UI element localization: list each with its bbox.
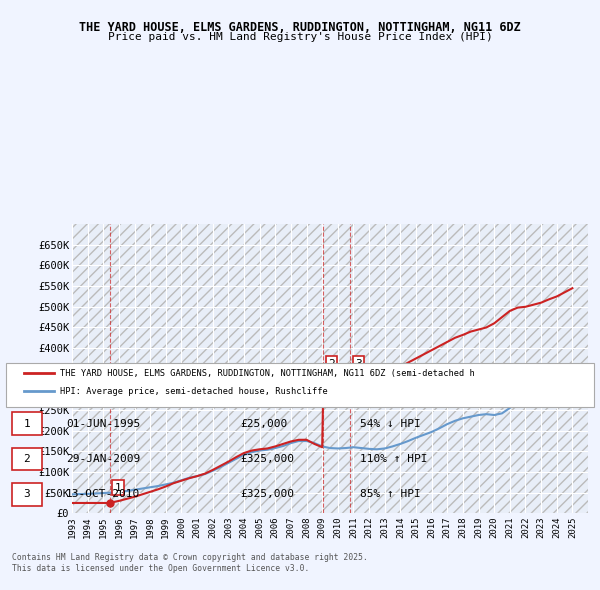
Text: 29-JAN-2009: 29-JAN-2009 bbox=[66, 454, 140, 464]
Text: 01-JUN-1995: 01-JUN-1995 bbox=[66, 419, 140, 428]
Text: 110% ↑ HPI: 110% ↑ HPI bbox=[360, 454, 427, 464]
Text: 1: 1 bbox=[23, 419, 31, 428]
Text: 3: 3 bbox=[355, 359, 362, 369]
Text: THE YARD HOUSE, ELMS GARDENS, RUDDINGTON, NOTTINGHAM, NG11 6DZ: THE YARD HOUSE, ELMS GARDENS, RUDDINGTON… bbox=[79, 21, 521, 34]
Text: £325,000: £325,000 bbox=[240, 490, 294, 499]
Text: Price paid vs. HM Land Registry's House Price Index (HPI): Price paid vs. HM Land Registry's House … bbox=[107, 32, 493, 42]
Text: 85% ↑ HPI: 85% ↑ HPI bbox=[360, 490, 421, 499]
Text: 2: 2 bbox=[23, 454, 31, 464]
Text: THE YARD HOUSE, ELMS GARDENS, RUDDINGTON, NOTTINGHAM, NG11 6DZ (semi-detached h: THE YARD HOUSE, ELMS GARDENS, RUDDINGTON… bbox=[60, 369, 475, 378]
Text: 54% ↓ HPI: 54% ↓ HPI bbox=[360, 419, 421, 428]
Text: HPI: Average price, semi-detached house, Rushcliffe: HPI: Average price, semi-detached house,… bbox=[60, 386, 328, 396]
Text: £25,000: £25,000 bbox=[240, 419, 287, 428]
Text: 13-OCT-2010: 13-OCT-2010 bbox=[66, 490, 140, 499]
Text: 1: 1 bbox=[115, 483, 121, 493]
Text: Contains HM Land Registry data © Crown copyright and database right 2025.
This d: Contains HM Land Registry data © Crown c… bbox=[12, 553, 368, 573]
Text: 2: 2 bbox=[328, 359, 335, 369]
Text: 3: 3 bbox=[23, 490, 31, 499]
Text: £325,000: £325,000 bbox=[240, 454, 294, 464]
